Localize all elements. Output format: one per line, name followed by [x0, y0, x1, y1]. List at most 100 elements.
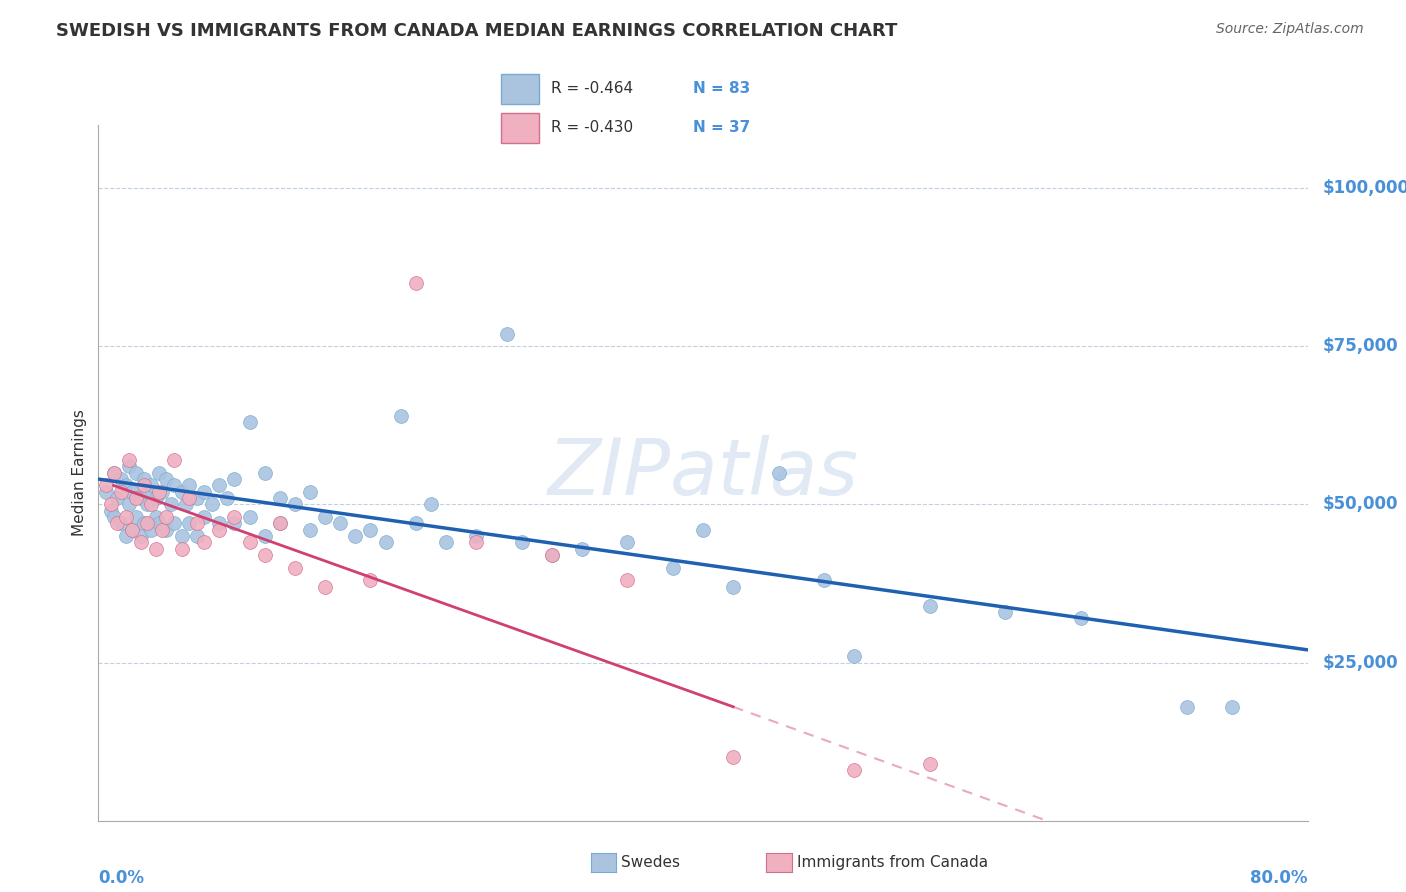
Point — [177, 478, 201, 492]
Point — [465, 529, 488, 543]
Point — [150, 523, 173, 537]
Point — [253, 548, 276, 562]
Text: R = -0.464: R = -0.464 — [551, 81, 633, 96]
Point — [163, 516, 186, 531]
Point — [174, 497, 197, 511]
Point — [186, 516, 208, 531]
Point — [145, 491, 167, 505]
Point — [540, 548, 562, 562]
Point — [114, 478, 136, 492]
Point — [239, 510, 262, 524]
Point — [148, 484, 170, 499]
Point — [103, 466, 125, 480]
Point — [103, 466, 125, 480]
Point — [721, 750, 744, 764]
Point — [160, 497, 183, 511]
Point — [813, 574, 835, 588]
Point — [193, 484, 215, 499]
Point — [141, 523, 163, 537]
Point — [186, 491, 208, 505]
Point — [170, 484, 193, 499]
Point — [150, 484, 173, 499]
Point — [129, 535, 152, 549]
Point — [125, 510, 148, 524]
Text: 80.0%: 80.0% — [1250, 870, 1308, 888]
Point — [208, 523, 231, 537]
Text: $50,000: $50,000 — [1323, 495, 1398, 514]
Point — [135, 497, 157, 511]
Text: R = -0.430: R = -0.430 — [551, 120, 633, 136]
Point — [616, 535, 638, 549]
Text: N = 37: N = 37 — [693, 120, 751, 136]
Point — [170, 541, 193, 556]
Point — [360, 523, 382, 537]
Point — [284, 497, 307, 511]
Point — [208, 478, 231, 492]
Point — [201, 497, 224, 511]
Point — [253, 529, 276, 543]
Point — [434, 535, 457, 549]
Point — [571, 541, 593, 556]
Point — [1175, 699, 1198, 714]
FancyBboxPatch shape — [501, 74, 540, 104]
Point — [125, 466, 148, 480]
Point — [269, 491, 291, 505]
Point — [132, 516, 155, 531]
Point — [540, 548, 562, 562]
Point — [721, 580, 744, 594]
Point — [224, 472, 246, 486]
Point — [155, 523, 177, 537]
Point — [110, 516, 132, 531]
Point — [224, 516, 246, 531]
Point — [994, 605, 1017, 619]
Point — [215, 491, 238, 505]
Point — [145, 510, 167, 524]
Point — [177, 516, 201, 531]
Point — [135, 484, 157, 499]
Point — [284, 560, 307, 574]
Point — [224, 510, 246, 524]
Point — [314, 510, 336, 524]
Point — [918, 599, 941, 613]
Text: Swedes: Swedes — [621, 855, 681, 870]
Point — [239, 415, 262, 429]
Point — [419, 497, 441, 511]
Point — [100, 504, 122, 518]
Y-axis label: Median Earnings: Median Earnings — [72, 409, 87, 536]
Point — [329, 516, 352, 531]
Point — [100, 497, 122, 511]
Point — [110, 472, 132, 486]
Point — [692, 523, 714, 537]
FancyBboxPatch shape — [501, 112, 540, 143]
Text: ZIPatlas: ZIPatlas — [547, 434, 859, 511]
Text: Source: ZipAtlas.com: Source: ZipAtlas.com — [1216, 22, 1364, 37]
Point — [269, 516, 291, 531]
Point — [155, 472, 177, 486]
Point — [1070, 611, 1092, 625]
Point — [121, 523, 143, 537]
Point — [114, 510, 136, 524]
Point — [239, 535, 262, 549]
Text: $75,000: $75,000 — [1323, 337, 1399, 355]
Point — [148, 466, 170, 480]
Point — [141, 497, 163, 511]
Point — [360, 574, 382, 588]
Point — [495, 326, 517, 341]
Point — [114, 529, 136, 543]
Point — [170, 529, 193, 543]
Point — [344, 529, 367, 543]
Point — [121, 484, 143, 499]
Point — [768, 466, 790, 480]
Point — [110, 484, 132, 499]
Point — [510, 535, 533, 549]
Text: 0.0%: 0.0% — [98, 870, 145, 888]
Point — [299, 484, 322, 499]
Point — [129, 529, 152, 543]
Point — [125, 491, 148, 505]
Point — [141, 478, 163, 492]
Point — [193, 510, 215, 524]
Point — [118, 459, 141, 474]
Point — [148, 516, 170, 531]
Point — [163, 453, 186, 467]
Text: SWEDISH VS IMMIGRANTS FROM CANADA MEDIAN EARNINGS CORRELATION CHART: SWEDISH VS IMMIGRANTS FROM CANADA MEDIAN… — [56, 22, 897, 40]
